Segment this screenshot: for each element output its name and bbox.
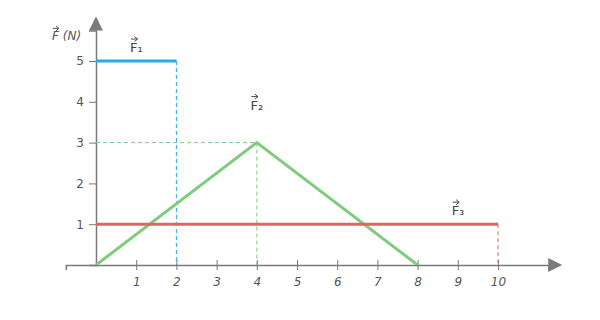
y-tick-mark — [89, 61, 96, 62]
y-axis-line — [89, 31, 97, 266]
vector-arrow — [53, 26, 59, 31]
x-tick-label: 9 — [454, 275, 462, 289]
y-tick: 1 — [76, 218, 96, 232]
x-tick-mark — [337, 260, 338, 270]
x-tick-label: 1 — [133, 275, 141, 289]
x-tick-label: 8 — [414, 275, 422, 289]
y-axis: 1 2 3 4 5 — [76, 31, 96, 266]
series-label: F₃ — [452, 203, 465, 218]
x-tick-label: 2 — [173, 275, 181, 289]
x-tick-mark — [458, 260, 459, 270]
x-tick: 5 — [294, 260, 302, 289]
series-label: F₁ — [130, 40, 143, 55]
guide-line — [498, 224, 499, 265]
y-tick-mark — [89, 102, 96, 103]
y-tick-label: 3 — [76, 136, 84, 150]
x-tick-label: 5 — [294, 275, 302, 289]
y-tick-label: 4 — [76, 95, 84, 109]
x-axis-arrow — [548, 258, 562, 272]
chart: 1 2 3 4 5 6 7 8 9 10 1 2 3 4 5 F (N) F₁ F₂ F₃ — [0, 0, 600, 320]
x-tick: 7 — [374, 260, 382, 289]
x-tick-label: 3 — [213, 275, 221, 289]
x-tick-label: 10 — [491, 275, 507, 289]
x-tick-mark — [217, 260, 218, 270]
y-tick: 4 — [76, 95, 96, 109]
y-tick: 2 — [76, 177, 96, 191]
y-tick-mark — [89, 224, 96, 225]
x-tick: 9 — [454, 260, 462, 289]
x-tick: 10 — [491, 260, 507, 289]
x-axis: 1 2 3 4 5 6 7 8 9 10 — [66, 260, 548, 289]
guide-line — [96, 142, 257, 143]
x-tick-label: 7 — [374, 275, 382, 289]
y-tick-mark — [89, 183, 96, 184]
series-label: F₂ — [250, 98, 263, 113]
x-tick: 1 — [133, 260, 141, 289]
plot-area — [96, 61, 498, 265]
x-axis-line — [66, 266, 548, 271]
guide-line — [176, 61, 177, 265]
x-tick-mark — [136, 260, 137, 270]
y-tick-mark — [89, 143, 96, 144]
y-tick-label: 2 — [76, 177, 84, 191]
y-tick: 5 — [76, 54, 96, 68]
vector-arrow — [131, 37, 137, 42]
x-tick-label: 4 — [253, 275, 261, 289]
series-line — [96, 60, 176, 63]
y-tick: 3 — [76, 136, 96, 150]
x-tick-mark — [377, 260, 378, 270]
x-tick: 6 — [334, 260, 342, 289]
vector-arrow — [453, 200, 459, 205]
y-axis-arrow — [89, 16, 103, 30]
y-axis-title: F (N) — [52, 29, 81, 43]
x-tick-mark — [297, 260, 298, 270]
x-tick: 3 — [213, 260, 221, 289]
y-tick-label: 1 — [76, 218, 84, 232]
series-line — [96, 143, 418, 265]
vector-arrow — [251, 94, 257, 99]
y-tick-label: 5 — [76, 54, 84, 68]
series-line — [96, 223, 498, 226]
x-tick-label: 6 — [334, 275, 342, 289]
guide-line — [256, 143, 257, 265]
x-tick-mark — [418, 260, 419, 270]
